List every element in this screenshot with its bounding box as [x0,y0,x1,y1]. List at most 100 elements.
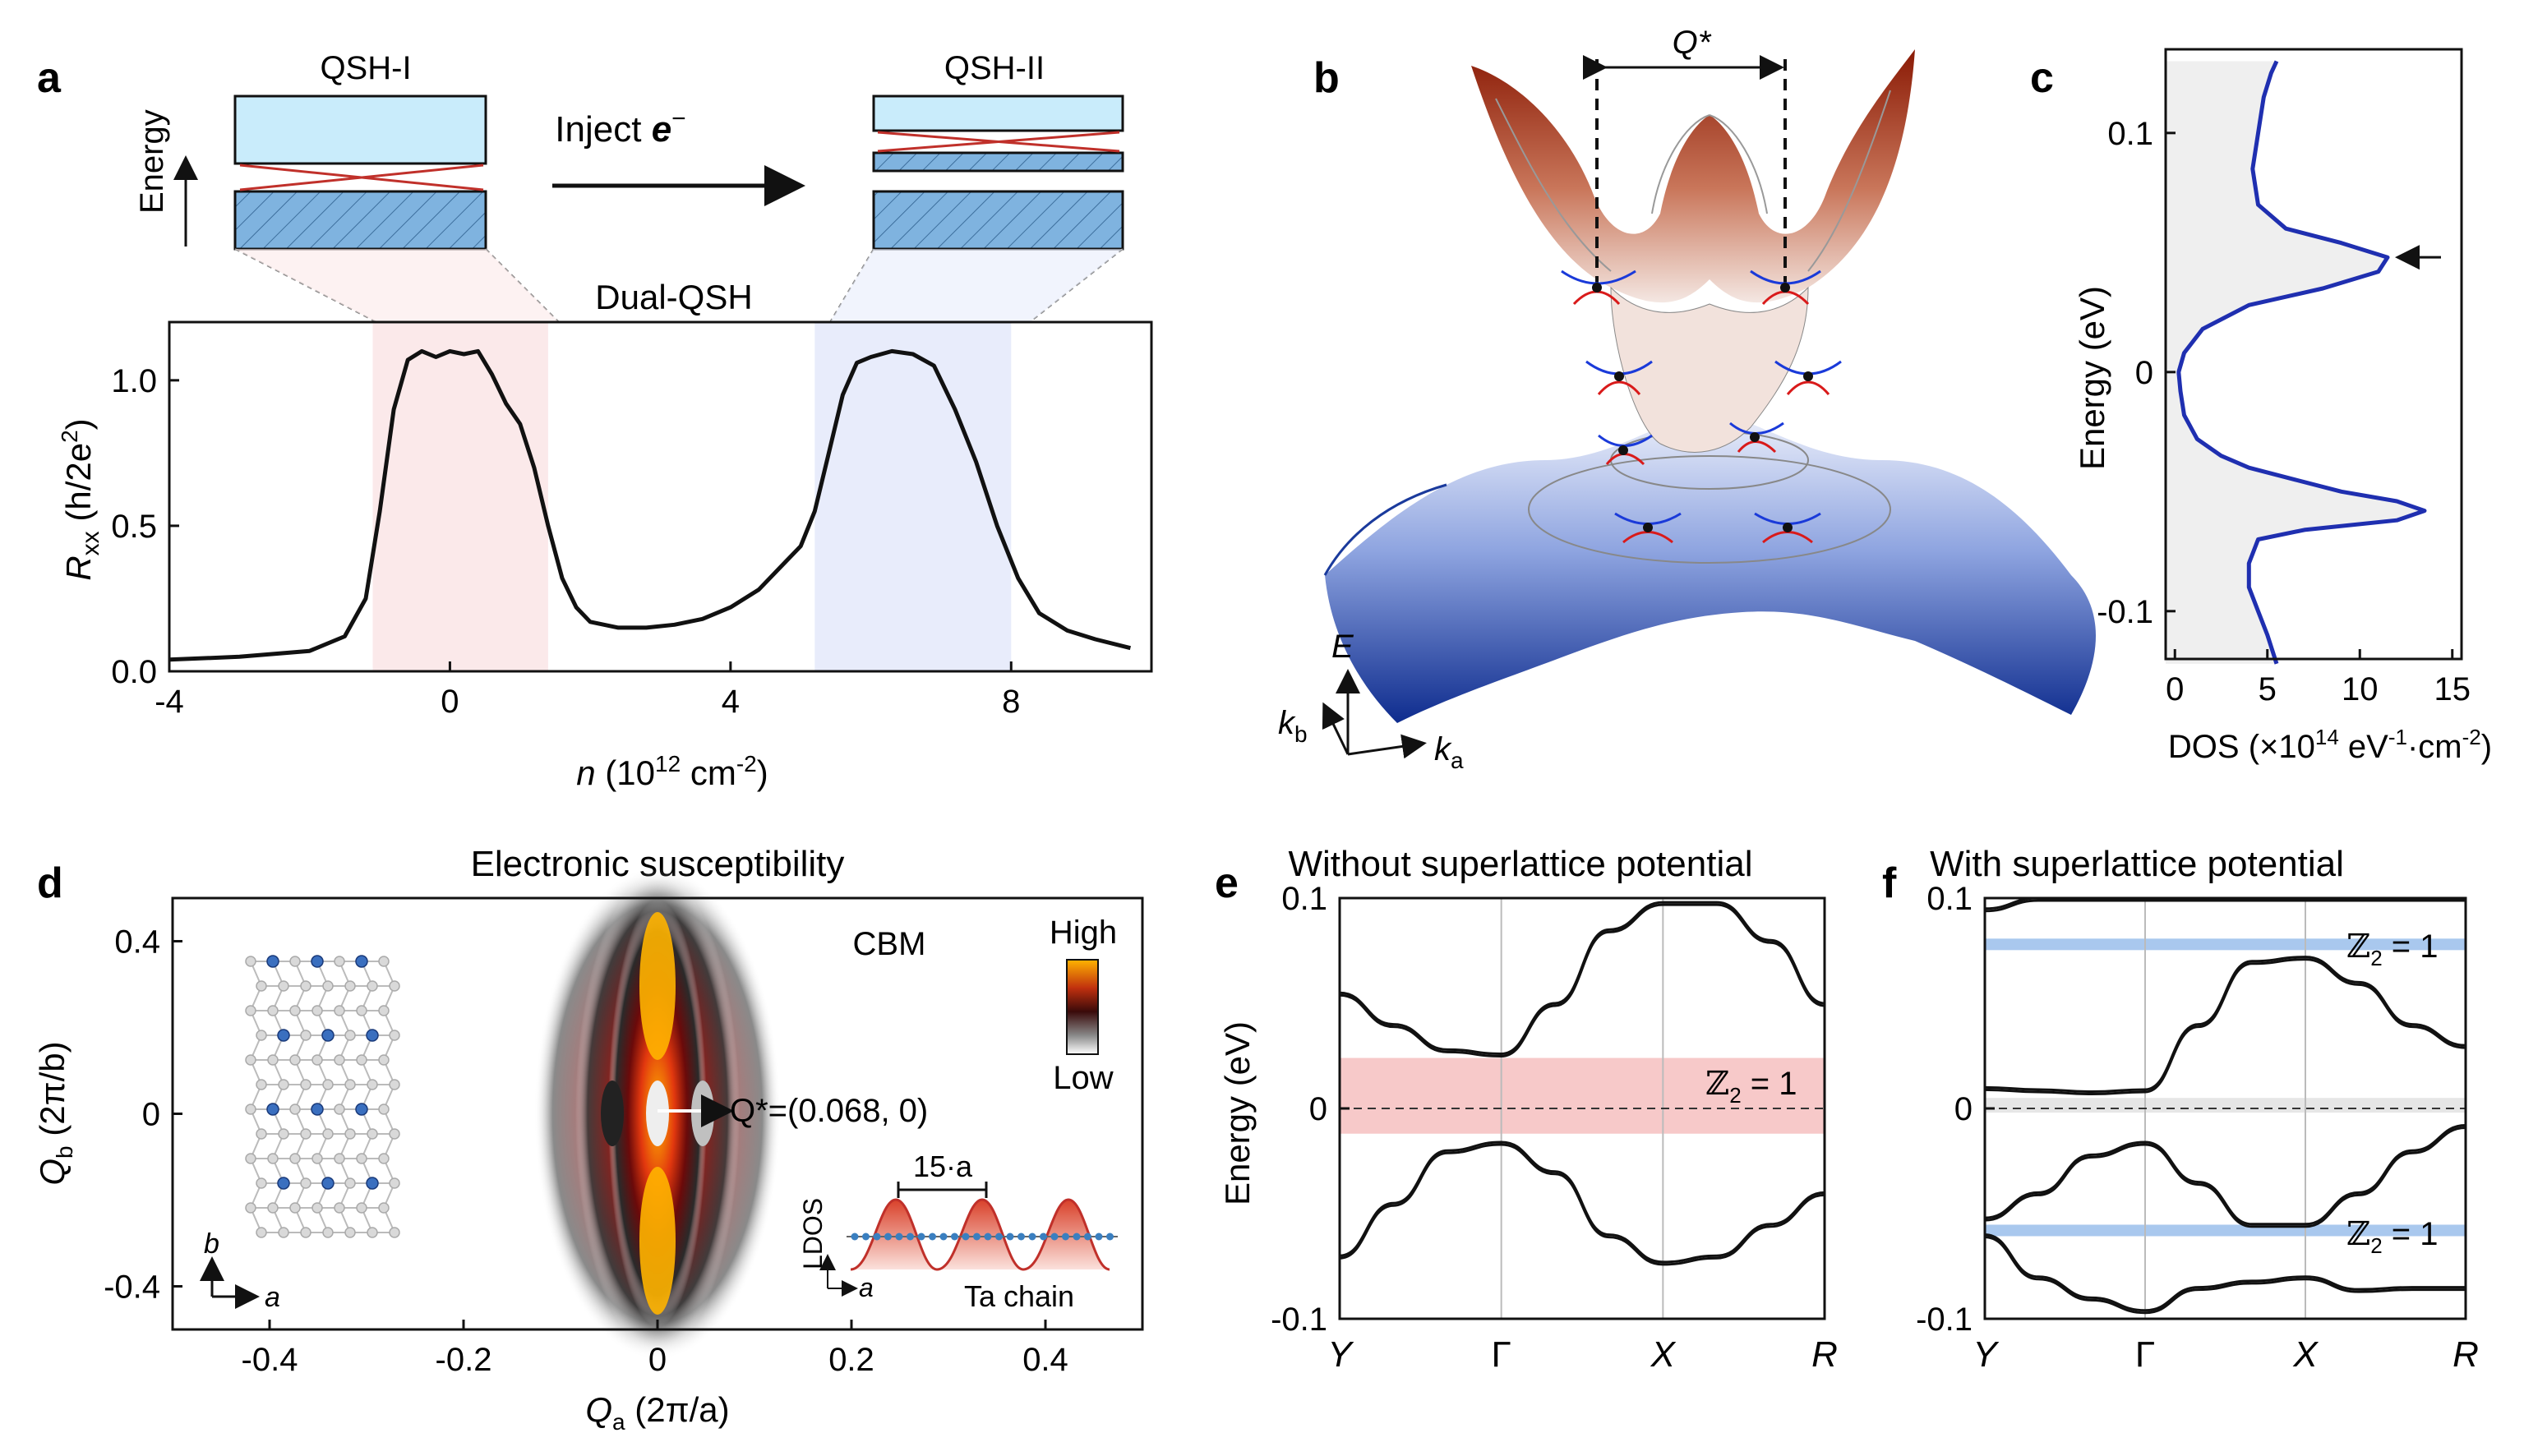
lattice-atom [278,1079,289,1090]
x-tick-label: X [2292,1334,2319,1375]
conduction-band-surface [1471,49,1915,303]
x-tick-label: 4 [722,684,740,720]
lattice-atom [289,1202,301,1214]
ta-atom [1050,1233,1059,1241]
band-line [1984,1233,2466,1312]
qsh1-edge-state [239,164,484,191]
lattice-atom [311,955,324,968]
lattice-atom [245,1104,256,1115]
ta-atom [862,1233,870,1241]
lattice-atom [266,1103,279,1116]
lattice-atom [367,980,378,992]
lattice-atom [256,1128,267,1140]
panel-d-xlabel: Qa (2π/a) [585,1390,729,1435]
band-line [1339,903,1825,1057]
ta-atom [917,1233,925,1241]
lattice-atom [344,1030,356,1041]
y-tick-label: 1.0 [111,363,157,399]
panel-a-frame [168,320,1153,673]
lattice-atom [356,1153,367,1164]
panel-c-plot: 0.1 0 -0.1 0 5 10 15 [2097,60,2471,707]
ta-atom [1017,1233,1025,1241]
y-tick-label: 0.0 [111,654,157,690]
y-tick-label: 0.1 [1281,881,1327,917]
band-line [1984,1126,2466,1228]
axis-e-label: E [1331,629,1354,665]
qsh2-conduction-box [872,94,1124,132]
ta-atom [1095,1233,1103,1241]
scale-high-label: High [1050,915,1117,951]
ta-atom [939,1233,948,1241]
ta-atom [1028,1233,1036,1241]
y-tick-label: 0 [1954,1091,1973,1127]
x-tick-label: 0 [2166,671,2184,707]
x-tick-label: Γ [1492,1334,1511,1375]
lattice-atom [344,1079,356,1090]
panel-letter-f: f [1882,859,1897,907]
lattice-atom [245,956,256,967]
lattice-atom [334,1005,345,1016]
x-tick-label: -4 [155,684,184,720]
lattice-atom [344,980,356,992]
lattice-atom [256,1030,267,1041]
ta-atom [895,1233,903,1241]
lattice-atom [389,1177,400,1189]
lattice-atom [267,1005,279,1016]
x-tick-label: -0.2 [436,1342,492,1378]
lattice-atom [321,1177,335,1190]
lattice-atom [378,1202,390,1214]
lattice-atom [355,955,368,968]
band-line [1984,1236,2466,1315]
energy-label: Energy [134,109,170,214]
lattice-atom [267,1054,279,1066]
y-tick-label: 0.1 [2107,116,2153,152]
axis-ka-label: ka [1434,731,1464,773]
x-tick-label: 0.4 [1022,1342,1068,1378]
q-star-annotation: Q*=(0.068, 0) [730,1093,928,1129]
lattice-atom [311,1005,323,1016]
x-tick-label: 10 [2342,671,2379,707]
x-tick-label: -0.4 [242,1342,298,1378]
panel-f-z2-upper-label: ℤ2 = 1 [2346,928,2439,970]
qsh2-label: QSH-II [944,50,1045,86]
y-tick-label: 0.4 [114,924,160,961]
panel-c-ylabel: Energy (eV) [2073,286,2111,470]
rxx-curve [168,348,1132,662]
lattice-atom [378,1153,390,1164]
ldos-label: LDOS [798,1198,828,1269]
panel-letter-c: c [2030,54,2054,102]
lattice-atom [245,1153,256,1164]
lattice-atom [367,1128,378,1140]
y-tick-label: -0.1 [1916,1302,1973,1338]
lattice-axis-a: a [265,1282,280,1313]
lattice-atom [289,1005,301,1016]
lattice-atom [389,1128,400,1140]
ta-atom [1006,1233,1014,1241]
lattice-atom [366,1177,379,1190]
lattice-atom [289,956,301,967]
ta-atom [873,1233,881,1241]
lattice-atom [300,1227,311,1238]
x-tick-label: R [2452,1334,2479,1375]
lattice-atom [256,1079,267,1090]
lattice-atom [389,1030,400,1041]
panel-c: c 0.1 0 -0.1 0 5 10 15 Energy (eV) DOS (×1014 … [2030,48,2492,765]
lattice-atom [245,1202,256,1214]
lattice-atom [334,956,345,967]
ldos-axis-a: a [859,1273,874,1302]
lattice-atom [334,1054,345,1066]
panel-f-plot: 0.1 0 -0.1Y Γ X R [1916,881,2479,1375]
lattice-atom [344,1177,356,1189]
x-tick-label: 5 [2259,671,2277,707]
lattice-atom [256,1177,267,1189]
scale-low-label: Low [1053,1060,1113,1096]
ta-atom [1062,1233,1069,1241]
lattice-atom [389,1079,400,1090]
x-tick-label: R [1811,1334,1838,1375]
z2-gap-band [1985,938,2466,951]
lattice-atom [289,1104,301,1115]
lattice-atom [300,1177,311,1189]
lattice-atom [355,1103,368,1116]
panel-f-z2-lower-label: ℤ2 = 1 [2346,1215,2439,1258]
